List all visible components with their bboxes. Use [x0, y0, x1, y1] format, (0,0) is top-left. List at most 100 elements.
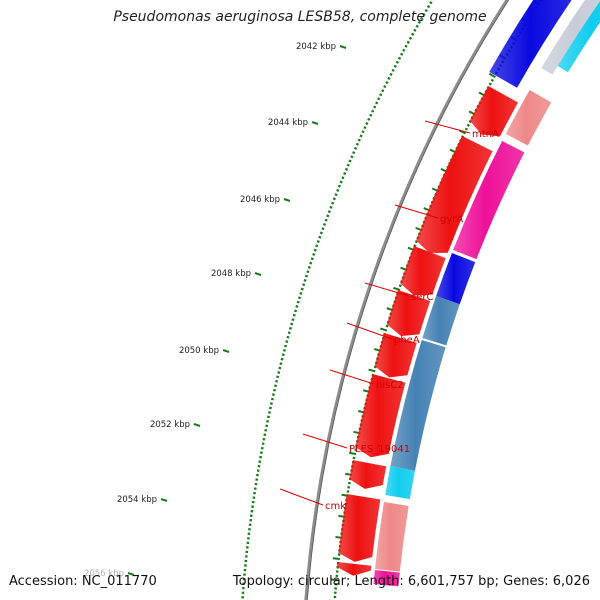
scale-label: 2042 kbp	[296, 42, 336, 52]
outer-scale-minor-tick	[389, 72, 393, 76]
outer-scale-minor-tick	[292, 313, 296, 317]
accession-label: Accession: NC_011770	[9, 574, 157, 589]
scale-label-tick	[222, 349, 230, 353]
scale-label: 2052 kbp	[150, 420, 190, 430]
outer-scale-minor-tick	[395, 60, 399, 64]
cds-reverse-feature	[436, 253, 476, 305]
gene-label-ples_19041: PLES_19041	[349, 444, 410, 455]
cds-forward-feature	[338, 494, 381, 562]
outer-scale-minor-tick	[276, 375, 280, 379]
outer-scale-minor-tick	[350, 155, 354, 159]
outer-scale-minor-tick	[285, 340, 289, 343]
gene-label-mtna: mtnA	[472, 129, 499, 140]
outer-scale-minor-tick	[300, 287, 304, 291]
outer-scale-minor-tick	[279, 362, 283, 365]
outer-scale-minor-tick	[406, 40, 410, 44]
cds-reverse-feature	[453, 141, 525, 260]
scale-label-tick	[283, 198, 291, 202]
outer-scale-minor-tick	[268, 411, 271, 414]
outer-scale-minor-tick	[310, 257, 314, 261]
outer-scale-minor-tick	[273, 388, 276, 392]
outer-scale-minor-tick	[346, 163, 350, 167]
inner-scale-major-tick	[368, 368, 376, 373]
outer-scale-minor-tick	[284, 344, 288, 348]
scale-label: 2054 kbp	[117, 495, 157, 505]
outer-scale-minor-tick	[282, 348, 286, 352]
scale-label: 2056 kbp	[84, 569, 124, 579]
cds-forward-feature	[336, 562, 372, 576]
genome-title: Pseudomonas aeruginosa LESB58, complete …	[113, 9, 487, 25]
cds-forward-feature	[400, 246, 446, 296]
outer-scale-minor-tick	[361, 130, 365, 134]
outer-scale-minor-tick	[313, 248, 317, 252]
outer-scale-minor-tick	[291, 318, 295, 322]
outer-scale-minor-tick	[269, 402, 273, 405]
outer-scale-minor-tick	[290, 322, 294, 326]
outer-scale-minor-tick	[315, 244, 319, 248]
genome-summary-label: Topology: circular; Length: 6,601,757 bp…	[232, 574, 590, 589]
cds-forward-feature	[349, 460, 387, 489]
outer-scale-minor-tick	[268, 406, 272, 410]
outer-scale-minor-tick	[280, 357, 284, 361]
outer-scale-minor-tick	[306, 270, 310, 274]
scale-label: 2046 kbp	[240, 195, 280, 205]
cds-forward-feature	[469, 86, 519, 137]
gene-label-line	[329, 369, 375, 385]
outer-scale-minor-tick	[265, 424, 269, 428]
outer-scale-minor-tick	[426, 5, 431, 9]
outer-scale-minor-tick	[326, 214, 330, 218]
outer-scale-minor-tick	[417, 20, 422, 24]
scale-label: 2044 kbp	[268, 118, 308, 128]
gene-label-gyra: gyrA	[440, 214, 463, 225]
outer-scale-minor-tick	[400, 52, 404, 56]
gene-label-line	[364, 282, 410, 297]
outer-scale-minor-tick	[324, 218, 328, 222]
outer-scale-minor-tick	[277, 371, 281, 374]
gene-label-hisc2: hisC2	[376, 380, 404, 391]
cds-reverse-feature	[422, 296, 460, 346]
scale-label-tick	[193, 423, 201, 427]
gene-label-phea: pheA	[394, 335, 420, 346]
outer-scale-minor-tick	[331, 201, 335, 205]
inner-scale-minor-tick	[490, 78, 494, 82]
cds-forward-feature	[355, 374, 406, 458]
outer-scale-minor-tick	[337, 184, 342, 188]
cds-forward-feature	[374, 333, 417, 378]
outer-scale-minor-tick	[341, 176, 345, 180]
inner-scale-minor-tick	[413, 244, 417, 248]
gene-label-line	[279, 488, 324, 506]
outer-scale-minor-tick	[298, 296, 302, 300]
outer-scale-minor-tick	[309, 261, 313, 265]
cds-forward-feature	[489, 0, 572, 88]
scale-label-tick	[127, 572, 135, 576]
outer-scale-minor-tick	[302, 283, 306, 287]
inner-scale-major-tick	[380, 327, 388, 332]
outer-scale-minor-tick	[327, 210, 331, 214]
outer-scale-minor-tick	[270, 397, 274, 401]
outer-scale-minor-tick	[329, 205, 333, 209]
gene-label-cmk: cmk	[325, 501, 346, 512]
inner-scale-major-tick	[349, 451, 357, 456]
outer-scale-minor-tick	[307, 265, 311, 269]
outer-scale-minor-tick	[318, 235, 322, 239]
cds-reverse-feature	[390, 340, 446, 471]
outer-scale-minor-tick	[322, 222, 327, 226]
outer-scale-minor-tick	[274, 384, 277, 388]
outer-scale-minor-tick	[316, 240, 320, 243]
outer-scale-minor-tick	[359, 134, 363, 138]
inner-scale-major-tick	[488, 72, 496, 79]
outer-scale-minor-tick	[393, 64, 397, 68]
outer-scale-minor-tick	[387, 76, 391, 81]
outer-scale-minor-tick	[365, 121, 369, 126]
gene-label-line	[394, 204, 439, 219]
inner-scale-minor-tick	[488, 82, 492, 86]
outer-scale-minor-tick	[339, 180, 343, 184]
outer-scale-minor-tick	[385, 80, 389, 85]
cds-forward-feature	[386, 290, 431, 336]
outer-scale-minor-tick	[357, 138, 361, 142]
outer-scale-minor-tick	[288, 326, 292, 330]
outer-scale-minor-tick	[353, 146, 358, 150]
outer-scale-minor-tick	[391, 68, 395, 72]
outer-scale-minor-tick	[402, 48, 406, 52]
